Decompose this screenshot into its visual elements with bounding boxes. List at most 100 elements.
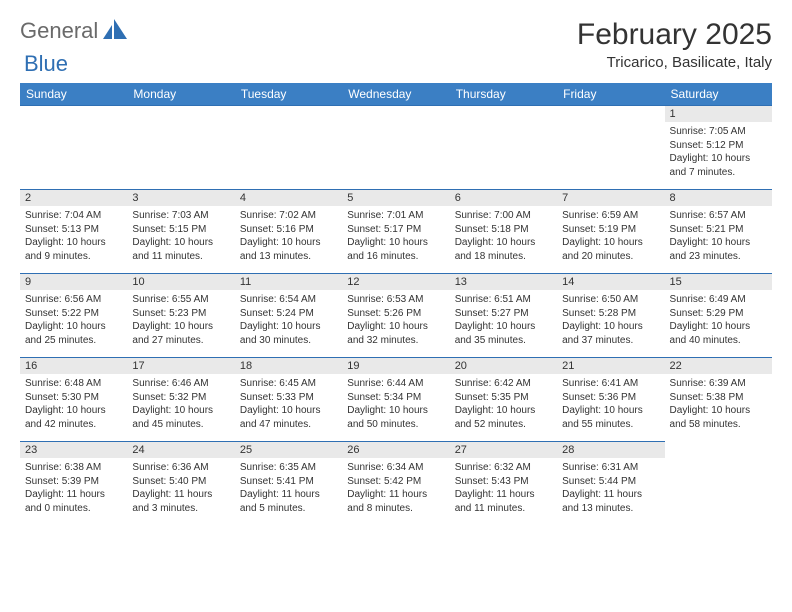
calendar-row: 2Sunrise: 7:04 AMSunset: 5:13 PMDaylight… bbox=[20, 189, 772, 273]
day-details: Sunrise: 6:57 AMSunset: 5:21 PMDaylight:… bbox=[665, 206, 772, 267]
weekday-header: Monday bbox=[127, 83, 234, 105]
day-number: 8 bbox=[665, 189, 772, 206]
brand-logo: General bbox=[20, 18, 131, 44]
calendar-cell: 17Sunrise: 6:46 AMSunset: 5:32 PMDayligh… bbox=[127, 357, 234, 441]
day-details: Sunrise: 6:42 AMSunset: 5:35 PMDaylight:… bbox=[450, 374, 557, 435]
day-number: 6 bbox=[450, 189, 557, 206]
day-details: Sunrise: 7:01 AMSunset: 5:17 PMDaylight:… bbox=[342, 206, 449, 267]
calendar-cell: 3Sunrise: 7:03 AMSunset: 5:15 PMDaylight… bbox=[127, 189, 234, 273]
empty-cell bbox=[557, 105, 664, 124]
day-details: Sunrise: 6:50 AMSunset: 5:28 PMDaylight:… bbox=[557, 290, 664, 351]
day-details: Sunrise: 7:04 AMSunset: 5:13 PMDaylight:… bbox=[20, 206, 127, 267]
title-block: February 2025 Tricarico, Basilicate, Ita… bbox=[577, 18, 772, 71]
calendar-cell bbox=[665, 441, 772, 525]
calendar-cell: 9Sunrise: 6:56 AMSunset: 5:22 PMDaylight… bbox=[20, 273, 127, 357]
day-number: 16 bbox=[20, 357, 127, 374]
day-details: Sunrise: 6:54 AMSunset: 5:24 PMDaylight:… bbox=[235, 290, 342, 351]
day-number: 22 bbox=[665, 357, 772, 374]
calendar-cell: 28Sunrise: 6:31 AMSunset: 5:44 PMDayligh… bbox=[557, 441, 664, 525]
day-number: 10 bbox=[127, 273, 234, 290]
calendar-body: 1Sunrise: 7:05 AMSunset: 5:12 PMDaylight… bbox=[20, 105, 772, 525]
day-details: Sunrise: 6:45 AMSunset: 5:33 PMDaylight:… bbox=[235, 374, 342, 435]
day-details: Sunrise: 6:46 AMSunset: 5:32 PMDaylight:… bbox=[127, 374, 234, 435]
day-details: Sunrise: 6:35 AMSunset: 5:41 PMDaylight:… bbox=[235, 458, 342, 519]
calendar-cell: 19Sunrise: 6:44 AMSunset: 5:34 PMDayligh… bbox=[342, 357, 449, 441]
day-number: 5 bbox=[342, 189, 449, 206]
day-number: 27 bbox=[450, 441, 557, 458]
calendar-cell: 10Sunrise: 6:55 AMSunset: 5:23 PMDayligh… bbox=[127, 273, 234, 357]
day-details: Sunrise: 6:39 AMSunset: 5:38 PMDaylight:… bbox=[665, 374, 772, 435]
calendar-cell: 4Sunrise: 7:02 AMSunset: 5:16 PMDaylight… bbox=[235, 189, 342, 273]
day-details: Sunrise: 6:51 AMSunset: 5:27 PMDaylight:… bbox=[450, 290, 557, 351]
calendar-row: 16Sunrise: 6:48 AMSunset: 5:30 PMDayligh… bbox=[20, 357, 772, 441]
day-number: 11 bbox=[235, 273, 342, 290]
day-details: Sunrise: 7:00 AMSunset: 5:18 PMDaylight:… bbox=[450, 206, 557, 267]
day-number: 7 bbox=[557, 189, 664, 206]
calendar-cell bbox=[342, 105, 449, 189]
calendar-cell: 26Sunrise: 6:34 AMSunset: 5:42 PMDayligh… bbox=[342, 441, 449, 525]
calendar-cell: 27Sunrise: 6:32 AMSunset: 5:43 PMDayligh… bbox=[450, 441, 557, 525]
calendar-cell: 20Sunrise: 6:42 AMSunset: 5:35 PMDayligh… bbox=[450, 357, 557, 441]
calendar-cell: 14Sunrise: 6:50 AMSunset: 5:28 PMDayligh… bbox=[557, 273, 664, 357]
calendar-cell: 24Sunrise: 6:36 AMSunset: 5:40 PMDayligh… bbox=[127, 441, 234, 525]
day-number: 18 bbox=[235, 357, 342, 374]
calendar-cell: 21Sunrise: 6:41 AMSunset: 5:36 PMDayligh… bbox=[557, 357, 664, 441]
sails-icon bbox=[103, 19, 129, 44]
calendar-cell: 18Sunrise: 6:45 AMSunset: 5:33 PMDayligh… bbox=[235, 357, 342, 441]
day-details: Sunrise: 7:03 AMSunset: 5:15 PMDaylight:… bbox=[127, 206, 234, 267]
month-title: February 2025 bbox=[577, 18, 772, 52]
day-number: 25 bbox=[235, 441, 342, 458]
calendar-cell: 13Sunrise: 6:51 AMSunset: 5:27 PMDayligh… bbox=[450, 273, 557, 357]
day-details: Sunrise: 6:56 AMSunset: 5:22 PMDaylight:… bbox=[20, 290, 127, 351]
empty-cell bbox=[127, 105, 234, 124]
calendar-cell: 25Sunrise: 6:35 AMSunset: 5:41 PMDayligh… bbox=[235, 441, 342, 525]
location-subtitle: Tricarico, Basilicate, Italy bbox=[577, 54, 772, 71]
calendar-cell: 2Sunrise: 7:04 AMSunset: 5:13 PMDaylight… bbox=[20, 189, 127, 273]
calendar-cell: 16Sunrise: 6:48 AMSunset: 5:30 PMDayligh… bbox=[20, 357, 127, 441]
day-number: 21 bbox=[557, 357, 664, 374]
calendar-cell: 15Sunrise: 6:49 AMSunset: 5:29 PMDayligh… bbox=[665, 273, 772, 357]
calendar-table: Sunday Monday Tuesday Wednesday Thursday… bbox=[20, 83, 772, 525]
weekday-header: Sunday bbox=[20, 83, 127, 105]
weekday-header: Friday bbox=[557, 83, 664, 105]
calendar-cell: 12Sunrise: 6:53 AMSunset: 5:26 PMDayligh… bbox=[342, 273, 449, 357]
day-details: Sunrise: 6:36 AMSunset: 5:40 PMDaylight:… bbox=[127, 458, 234, 519]
calendar-page: General February 2025 Tricarico, Basilic… bbox=[0, 0, 792, 535]
calendar-cell: 23Sunrise: 6:38 AMSunset: 5:39 PMDayligh… bbox=[20, 441, 127, 525]
day-details: Sunrise: 6:31 AMSunset: 5:44 PMDaylight:… bbox=[557, 458, 664, 519]
day-number: 9 bbox=[20, 273, 127, 290]
brand-part1: General bbox=[20, 18, 98, 44]
calendar-cell: 11Sunrise: 6:54 AMSunset: 5:24 PMDayligh… bbox=[235, 273, 342, 357]
day-details: Sunrise: 6:49 AMSunset: 5:29 PMDaylight:… bbox=[665, 290, 772, 351]
day-number: 4 bbox=[235, 189, 342, 206]
calendar-cell: 8Sunrise: 6:57 AMSunset: 5:21 PMDaylight… bbox=[665, 189, 772, 273]
day-number: 17 bbox=[127, 357, 234, 374]
day-number: 1 bbox=[665, 105, 772, 122]
day-details: Sunrise: 7:05 AMSunset: 5:12 PMDaylight:… bbox=[665, 122, 772, 183]
calendar-cell bbox=[557, 105, 664, 189]
calendar-row: 1Sunrise: 7:05 AMSunset: 5:12 PMDaylight… bbox=[20, 105, 772, 189]
day-number: 14 bbox=[557, 273, 664, 290]
day-details: Sunrise: 6:53 AMSunset: 5:26 PMDaylight:… bbox=[342, 290, 449, 351]
day-details: Sunrise: 6:59 AMSunset: 5:19 PMDaylight:… bbox=[557, 206, 664, 267]
empty-cell bbox=[450, 105, 557, 124]
calendar-header: Sunday Monday Tuesday Wednesday Thursday… bbox=[20, 83, 772, 105]
empty-cell bbox=[342, 105, 449, 124]
day-number: 24 bbox=[127, 441, 234, 458]
calendar-cell bbox=[127, 105, 234, 189]
calendar-row: 23Sunrise: 6:38 AMSunset: 5:39 PMDayligh… bbox=[20, 441, 772, 525]
day-details: Sunrise: 6:44 AMSunset: 5:34 PMDaylight:… bbox=[342, 374, 449, 435]
weekday-header: Thursday bbox=[450, 83, 557, 105]
calendar-cell: 6Sunrise: 7:00 AMSunset: 5:18 PMDaylight… bbox=[450, 189, 557, 273]
day-details: Sunrise: 6:48 AMSunset: 5:30 PMDaylight:… bbox=[20, 374, 127, 435]
brand-part2: Blue bbox=[24, 51, 68, 76]
day-number: 28 bbox=[557, 441, 664, 458]
day-details: Sunrise: 6:38 AMSunset: 5:39 PMDaylight:… bbox=[20, 458, 127, 519]
weekday-header: Saturday bbox=[665, 83, 772, 105]
weekday-header: Wednesday bbox=[342, 83, 449, 105]
day-details: Sunrise: 6:41 AMSunset: 5:36 PMDaylight:… bbox=[557, 374, 664, 435]
calendar-row: 9Sunrise: 6:56 AMSunset: 5:22 PMDaylight… bbox=[20, 273, 772, 357]
day-number: 2 bbox=[20, 189, 127, 206]
day-number: 3 bbox=[127, 189, 234, 206]
calendar-cell bbox=[235, 105, 342, 189]
